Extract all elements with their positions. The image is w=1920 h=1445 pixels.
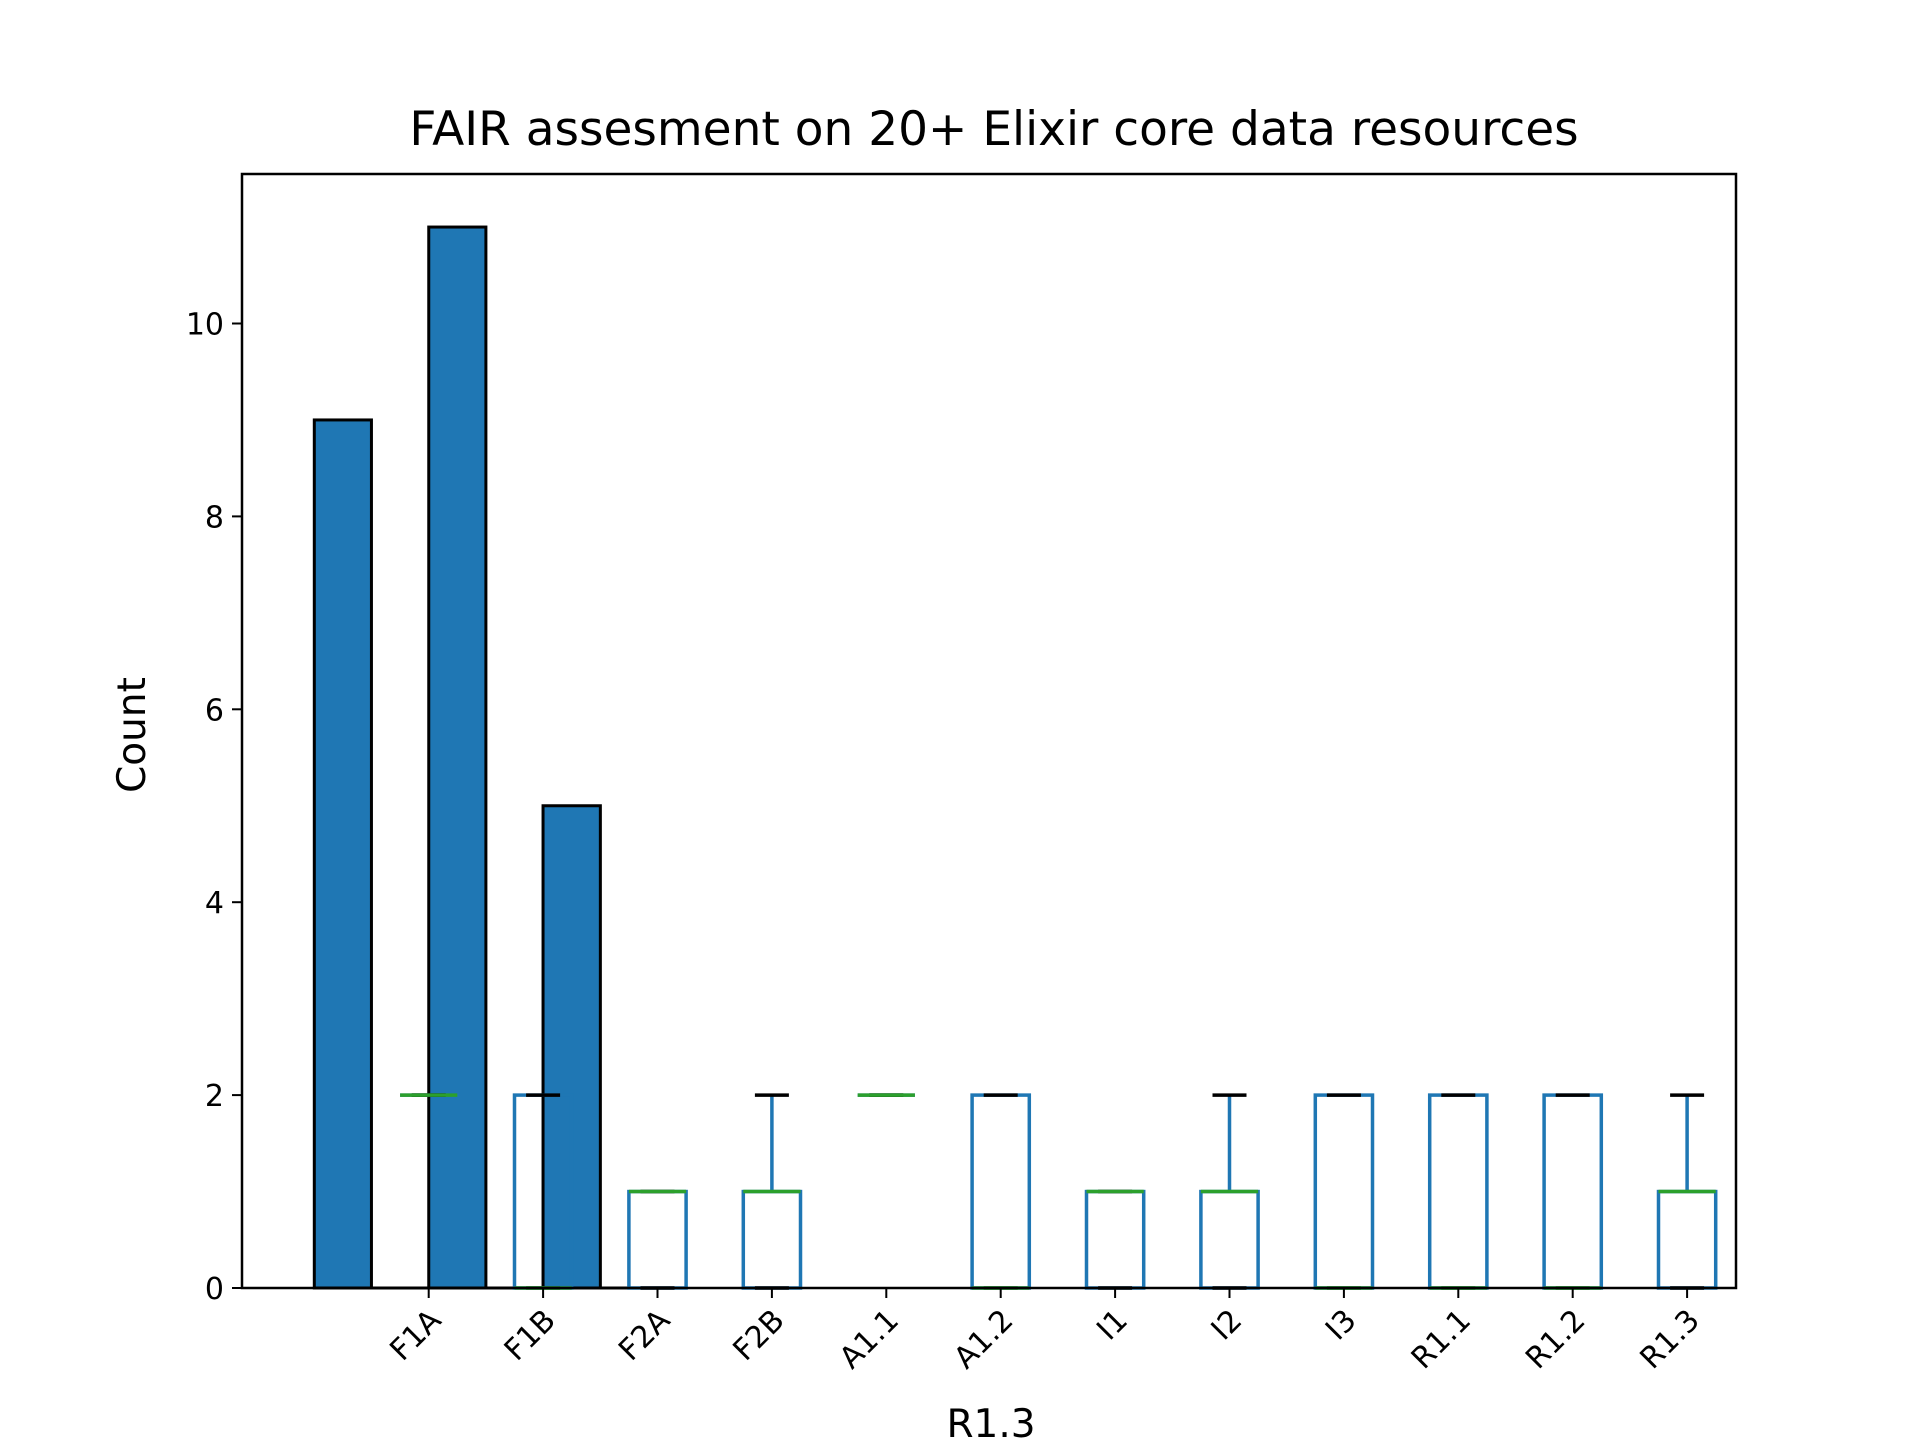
y-tick-label: 2 [205,1079,224,1114]
chart-title: FAIR assesment on 20+ Elixir core data r… [409,102,1578,157]
y-tick-label: 6 [205,693,224,728]
y-tick-label: 10 [186,307,224,342]
x-axis-label: R1.3 [946,1402,1035,1440]
y-tick-label: 0 [205,1272,224,1307]
histogram-bar [312,418,373,1290]
y-tick-label: 8 [205,500,224,535]
y-axis-label: Count [110,677,155,793]
y-tick-label: 4 [205,886,224,921]
y-axis-ticks: 0 2 4 6 8 10 [186,307,242,1307]
axes-frame [240,172,1738,1290]
histogram-bar [427,225,488,1290]
